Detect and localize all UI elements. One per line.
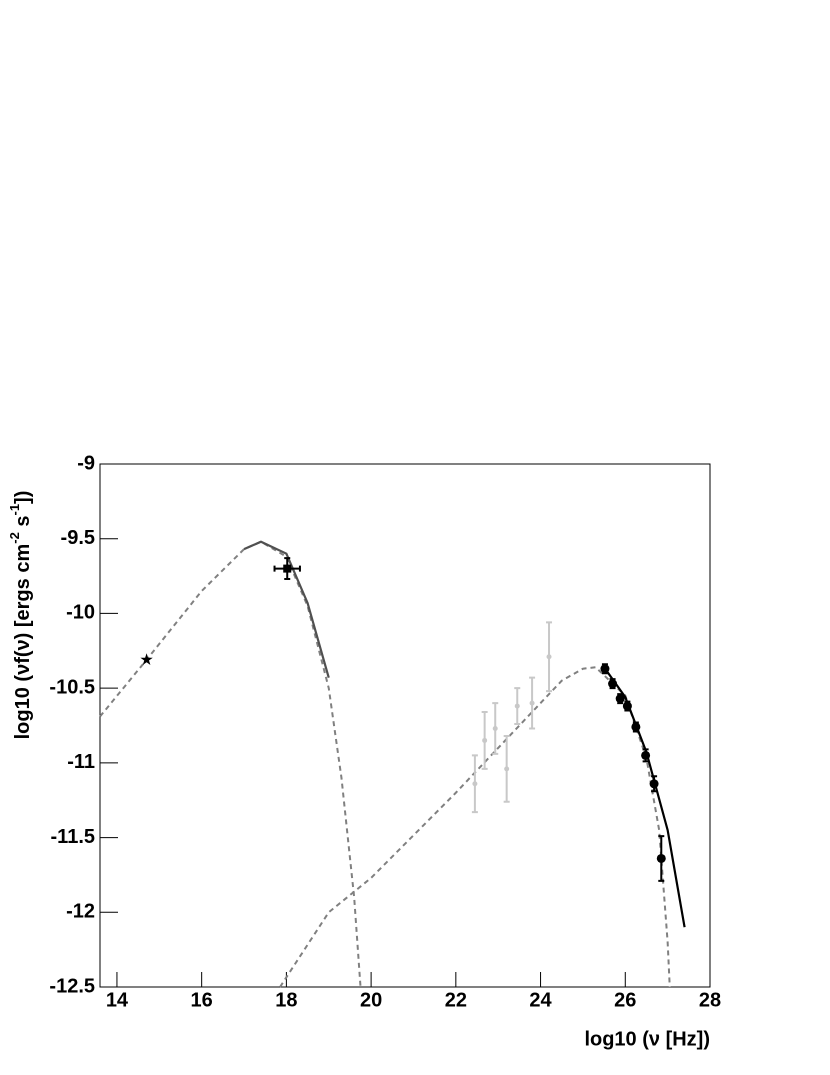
data-point (546, 654, 552, 660)
y-tick-label: -10.5 (49, 676, 95, 698)
data-point (649, 779, 659, 789)
y-label-part: s (12, 516, 34, 533)
data-point (482, 737, 488, 743)
plot-frame (99, 463, 711, 988)
data-point (615, 694, 625, 704)
data-point (529, 700, 535, 706)
x-tick-label: 16 (191, 989, 213, 1011)
data-point (656, 853, 666, 863)
data-point (514, 703, 520, 709)
model-curve (279, 666, 671, 988)
y-axis-label: log10 (νf(ν) [ergs cm-2 s-1]) (7, 491, 34, 740)
model-curve (99, 540, 362, 988)
x-axis-label: log10 (ν [Hz]) (584, 1028, 710, 1050)
y-tick-label: -9 (77, 452, 95, 474)
data-point (504, 766, 510, 772)
y-label-sup: -1 (7, 504, 22, 516)
data-point (140, 653, 153, 666)
x-tick-label: 18 (275, 989, 297, 1011)
model-curve (603, 666, 686, 928)
y-tick-label: -12.5 (49, 975, 95, 997)
y-tick-label: -11 (67, 751, 95, 773)
data-point (472, 781, 478, 787)
model-curve (243, 540, 330, 678)
x-tick-label: 24 (529, 989, 552, 1011)
y-label-sup: -2 (7, 532, 22, 544)
y-tick-label: -12 (66, 901, 95, 923)
x-tick-label: 22 (445, 989, 467, 1011)
x-tick-label: 20 (360, 989, 382, 1011)
y-label-part: log10 (νf(ν) [ergs cm (12, 544, 34, 740)
data-point (600, 664, 610, 674)
data-point (641, 750, 651, 760)
data-point (492, 725, 498, 731)
data-point (622, 701, 632, 711)
y-tick-label: -9.5 (61, 527, 95, 549)
y-label-part: ]) (12, 491, 34, 504)
data-point (631, 722, 641, 732)
x-tick-label: 28 (699, 989, 721, 1011)
x-tick-label: 14 (106, 989, 129, 1011)
y-tick-label: -11.5 (51, 826, 95, 848)
y-tick-label: -10 (66, 602, 95, 624)
x-tick-label: 26 (614, 989, 636, 1011)
data-point (283, 564, 292, 573)
data-point (608, 679, 618, 689)
